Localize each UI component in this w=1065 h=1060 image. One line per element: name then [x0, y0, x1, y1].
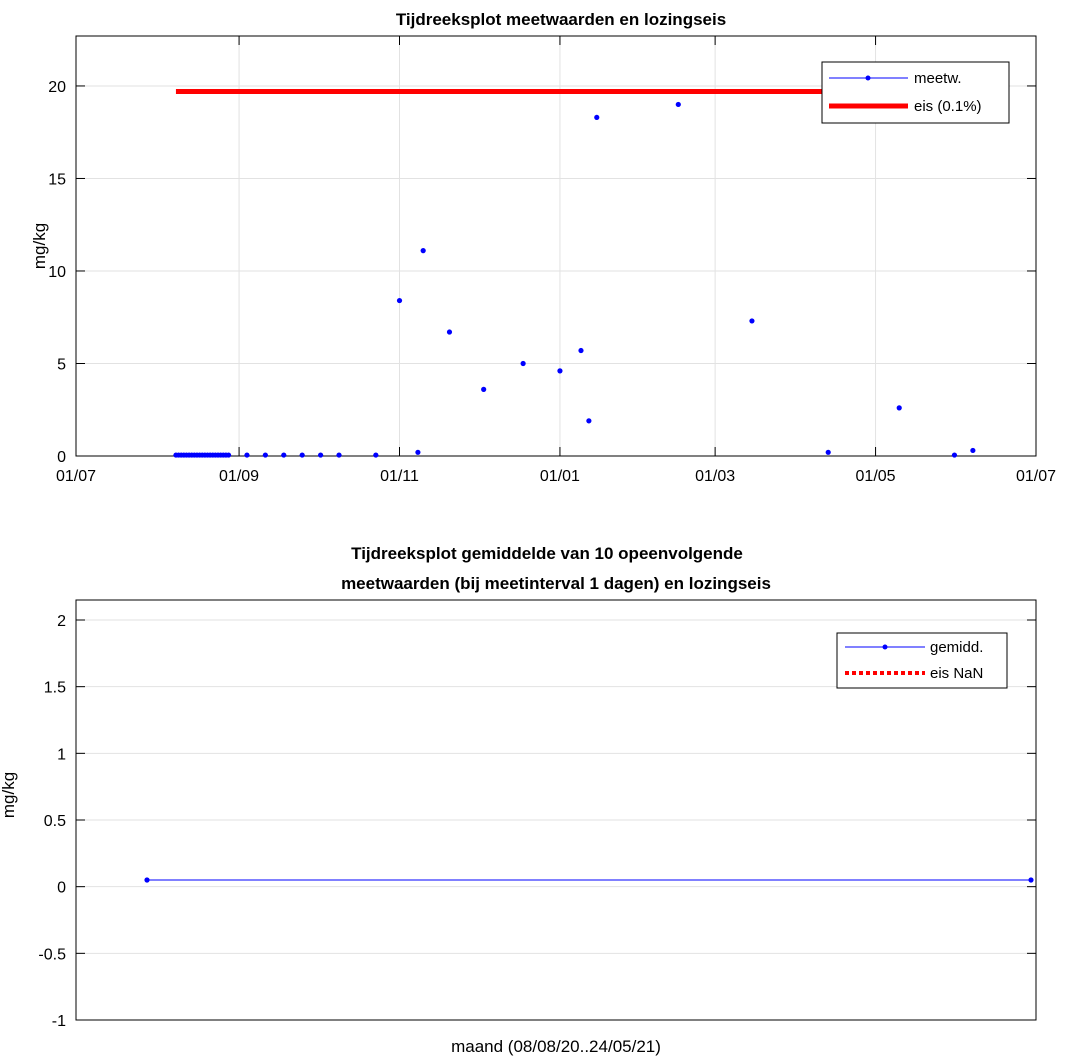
meetw-point — [318, 452, 324, 458]
meetw-point — [299, 452, 305, 458]
chart-2-x-label: maand (08/08/20..24/05/21) — [451, 1037, 661, 1056]
meetw-point — [420, 248, 426, 254]
chart-1-x-ticks: 01/07 01/09 01/11 01/01 01/03 01/05 01/07 — [56, 36, 1056, 485]
chart-1-x-tick-label: 01/07 — [1016, 468, 1056, 485]
meetw-point — [415, 449, 421, 455]
chart-1-y-ticks: 0 5 10 15 20 — [48, 79, 1036, 466]
meetw-point — [373, 452, 379, 458]
chart-1-series — [173, 89, 976, 458]
chart-2-y-tick-label: 1.5 — [44, 680, 66, 697]
chart-2-legend-box — [836, 632, 1008, 689]
meetw-point — [594, 114, 600, 121]
meetw-point — [481, 386, 487, 392]
chart-1-x-tick-label: 01/11 — [380, 468, 419, 485]
chart-2-y-tick-label: -0.5 — [38, 946, 66, 963]
chart-2-y-ticks: -1 -0.5 0 0.5 1 1.5 2 — [38, 613, 1036, 1030]
meetw-point — [557, 368, 563, 374]
meetw-point — [578, 347, 584, 354]
chart-2-y-tick-label: 0.5 — [44, 813, 66, 830]
chart-1-y-tick-label: 5 — [57, 356, 66, 373]
chart-2-legend: gemidd. eis NaN — [836, 632, 1008, 689]
chart-1-x-tick-label: 01/03 — [695, 468, 735, 485]
meetw-point — [262, 452, 268, 458]
legend-gemidd-marker — [882, 644, 888, 650]
chart-2-y-tick-label: 0 — [57, 880, 66, 897]
chart-1-y-tick-label: 10 — [48, 264, 66, 281]
meetw-point — [896, 405, 902, 411]
chart-1-x-tick-label: 01/09 — [219, 468, 259, 485]
chart-1-y-tick-label: 0 — [57, 449, 66, 466]
chart-1-legend: meetw. eis (0.1%) — [821, 61, 1010, 124]
chart-1-axes-box — [75, 35, 1037, 457]
meetw-point — [396, 297, 403, 304]
chart-1-title: Tijdreeksplot meetwaarden en lozingseis — [396, 10, 726, 29]
chart-2-title: Tijdreeksplot gemiddelde van 10 opeenvol… — [351, 544, 743, 563]
chart-1-y-tick-label: 20 — [48, 79, 66, 96]
meetw-point — [970, 447, 976, 454]
chart-2-y-label: mg/kg — [0, 772, 18, 818]
meetw-point — [586, 418, 592, 424]
chart-2-series — [144, 877, 1034, 883]
gemidd-point — [1028, 877, 1034, 883]
chart-2-axes-box — [75, 599, 1037, 1021]
legend-meetw-marker — [865, 75, 871, 81]
meetw-point — [446, 329, 453, 335]
chart-1-x-tick-label: 01/01 — [540, 468, 580, 485]
gemidd-point — [144, 877, 150, 883]
legend-meetw-label: meetw. — [914, 70, 962, 87]
meetw-point — [225, 452, 232, 458]
chart-1-x-tick-label: 01/07 — [56, 468, 96, 485]
chart-2: Tijdreeksplot gemiddelde van 10 opeenvol… — [0, 544, 1037, 1056]
meetw-point — [749, 318, 755, 324]
meetw-point — [336, 452, 342, 458]
meetw-point — [951, 452, 958, 458]
chart-1-y-tick-label: 15 — [48, 171, 66, 188]
meetw-point — [281, 452, 287, 458]
chart-2-y-tick-label: -1 — [52, 1013, 66, 1030]
chart-2-y-tick-label: 2 — [57, 613, 66, 630]
chart-2-subtitle: meetwaarden (bij meetinterval 1 dagen) e… — [341, 574, 771, 593]
legend-eis-label: eis (0.1%) — [914, 98, 982, 115]
chart-2-y-tick-label: 1 — [57, 746, 66, 763]
meetw-point — [825, 449, 831, 455]
chart-1: Tijdreeksplot meetwaarden en lozingseis … — [30, 10, 1056, 485]
meetw-point — [244, 452, 250, 458]
legend-eis-nan-label: eis NaN — [930, 665, 983, 682]
meetw-point — [520, 360, 526, 367]
chart-1-legend-box — [821, 61, 1010, 124]
chart-1-y-label: mg/kg — [30, 223, 49, 269]
meetw-point — [675, 101, 681, 108]
legend-gemidd-label: gemidd. — [930, 639, 983, 656]
chart-1-x-tick-label: 01/05 — [856, 468, 896, 485]
